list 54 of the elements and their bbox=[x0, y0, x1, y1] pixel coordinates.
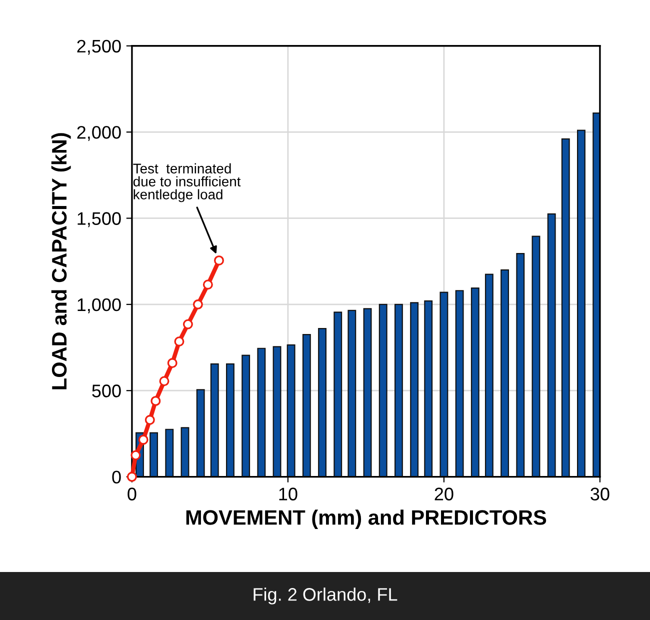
bar bbox=[577, 130, 586, 477]
bar bbox=[334, 312, 342, 477]
x-tick-label: 10 bbox=[279, 488, 298, 500]
y-tick-label: 1,000 bbox=[78, 298, 121, 314]
bar bbox=[363, 308, 372, 477]
bar bbox=[440, 292, 448, 477]
bar bbox=[226, 363, 234, 477]
bar bbox=[455, 290, 464, 477]
bar bbox=[500, 269, 510, 477]
bar bbox=[348, 310, 356, 477]
bar bbox=[286, 344, 296, 477]
bar bbox=[318, 328, 326, 477]
bar bbox=[532, 236, 540, 477]
y-tick-label: 0 bbox=[112, 470, 121, 484]
x-axis-title: MOVEMENT (mm) and PREDICTORS bbox=[186, 510, 546, 530]
bar bbox=[210, 363, 219, 477]
bar bbox=[484, 274, 494, 477]
y-tick-label: 2,000 bbox=[77, 126, 121, 141]
bar bbox=[302, 334, 311, 477]
x-tick-label: 30 bbox=[590, 488, 610, 500]
bar bbox=[410, 302, 419, 477]
bar bbox=[165, 428, 174, 477]
point bbox=[192, 299, 203, 310]
y-tick-label: 500 bbox=[92, 384, 121, 398]
point bbox=[138, 434, 148, 445]
x-tick-label: 0 bbox=[128, 488, 136, 500]
bar bbox=[394, 304, 403, 477]
point bbox=[167, 358, 178, 368]
bar bbox=[196, 389, 205, 477]
bar bbox=[470, 287, 480, 477]
point bbox=[159, 376, 170, 386]
point bbox=[144, 414, 155, 425]
point bbox=[150, 396, 161, 406]
bar bbox=[516, 253, 525, 477]
bar bbox=[424, 300, 433, 477]
x-tick-label: 20 bbox=[434, 488, 454, 500]
y-axis-title: LOAD and CAPACITY (kN) bbox=[51, 133, 71, 390]
bar bbox=[242, 354, 250, 477]
point bbox=[182, 319, 193, 330]
y-tick-label: 1,500 bbox=[78, 212, 121, 228]
point bbox=[202, 280, 213, 290]
bar bbox=[272, 346, 282, 477]
bar bbox=[561, 138, 570, 477]
y-tick-label: 2,500 bbox=[77, 40, 121, 55]
point bbox=[174, 336, 184, 346]
annotation: Test terminated due to insufficient kentledge load bbox=[133, 163, 241, 202]
caption: Fig. 2 Orlando, FL bbox=[254, 588, 398, 604]
bar bbox=[180, 427, 190, 477]
bar bbox=[547, 213, 556, 477]
bar bbox=[150, 432, 158, 477]
point bbox=[214, 255, 224, 266]
bar bbox=[257, 348, 266, 477]
point bbox=[130, 450, 141, 460]
bar bbox=[378, 304, 388, 477]
